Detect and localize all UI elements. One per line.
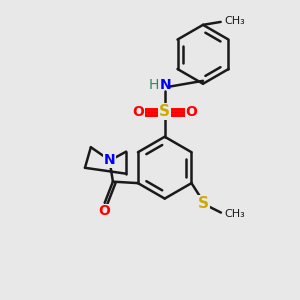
Text: S: S bbox=[198, 196, 209, 211]
Text: N: N bbox=[160, 78, 171, 92]
Text: O: O bbox=[98, 204, 110, 218]
Text: CH₃: CH₃ bbox=[224, 16, 245, 26]
Text: N: N bbox=[104, 154, 116, 167]
Text: H: H bbox=[148, 78, 159, 92]
Text: CH₃: CH₃ bbox=[224, 209, 244, 219]
Text: S: S bbox=[159, 104, 170, 119]
Text: O: O bbox=[185, 105, 197, 119]
Text: O: O bbox=[132, 105, 144, 119]
